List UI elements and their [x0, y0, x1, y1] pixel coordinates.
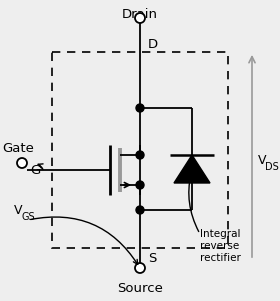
Text: D: D [148, 39, 158, 51]
Text: Source: Source [117, 282, 163, 295]
Text: V: V [14, 203, 22, 216]
Circle shape [17, 158, 27, 168]
Text: S: S [148, 252, 156, 265]
Text: Gate: Gate [2, 141, 34, 154]
Circle shape [135, 13, 145, 23]
Text: V: V [258, 154, 267, 166]
Text: G: G [30, 163, 40, 176]
Circle shape [136, 181, 144, 189]
Polygon shape [174, 155, 210, 183]
Text: Integral: Integral [200, 229, 241, 239]
Text: DS: DS [265, 162, 279, 172]
Circle shape [136, 151, 144, 159]
Circle shape [136, 104, 144, 112]
Text: reverse: reverse [200, 241, 239, 251]
Text: Drain: Drain [122, 8, 158, 21]
Bar [52, 52, 228, 248]
Text: GS: GS [21, 212, 35, 222]
Circle shape [135, 263, 145, 273]
Text: rectifier: rectifier [200, 253, 241, 263]
Circle shape [136, 206, 144, 214]
